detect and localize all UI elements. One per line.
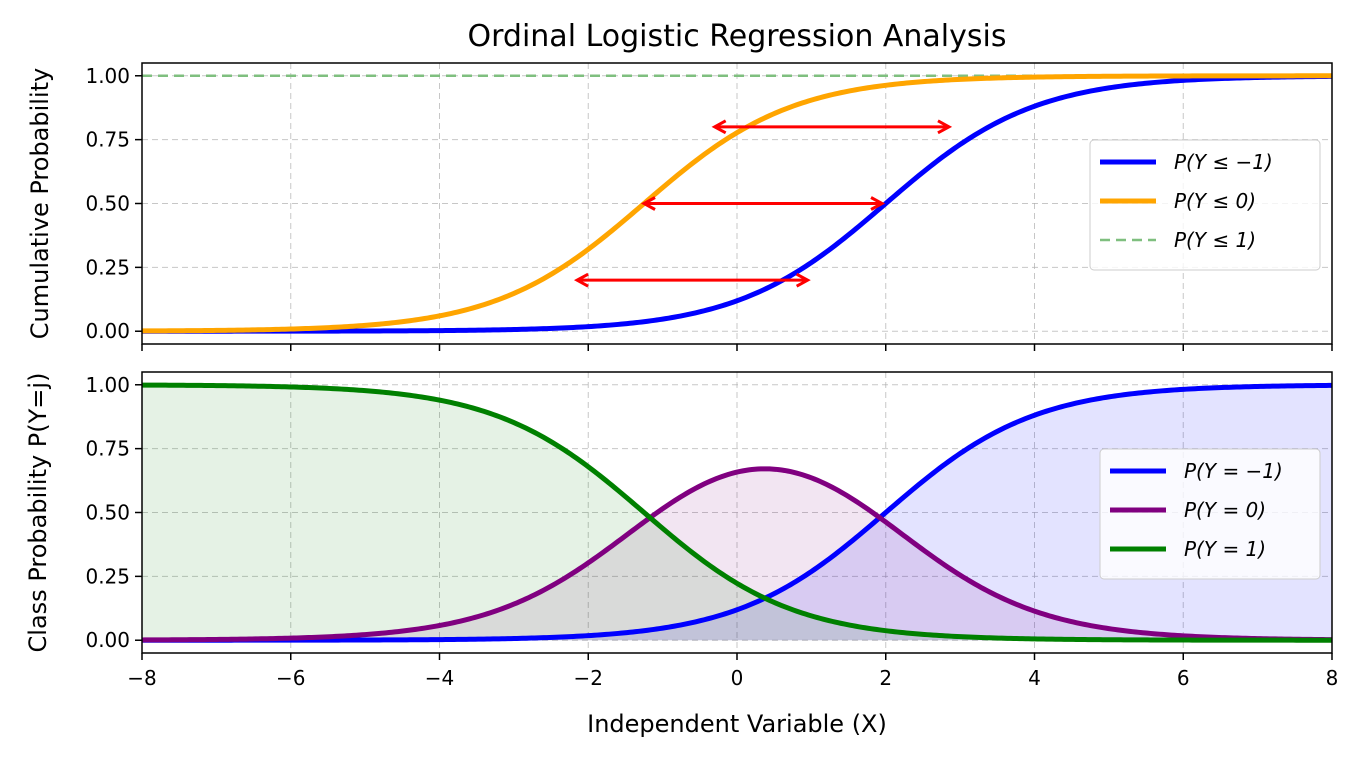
annotation-arrow-0 [573, 272, 811, 288]
legend-label-2: P(Y = 1) [1184, 537, 1266, 561]
y-tick-label: 0.50 [85, 501, 130, 525]
y-tick-label: 1.00 [85, 373, 130, 397]
x-tick-label: −2 [574, 666, 603, 690]
x-tick-label: 6 [1177, 666, 1190, 690]
top-panel: 0.00 0.25 0.50 0.75 1.00 Cumulative Probabil… [26, 62, 1333, 351]
top-legend: P(Y ≤ −1) P(Y ≤ 0) P(Y ≤ 1) [1089, 139, 1321, 271]
y-tick-label: 0.25 [85, 255, 130, 279]
chart-title: Ordinal Logistic Regression Analysis [468, 19, 1007, 54]
x-tick-label: 0 [731, 666, 744, 690]
x-tick-label: 8 [1326, 666, 1339, 690]
y-tick-label: 0.50 [85, 192, 130, 216]
bottom-panel: −8 −6 −4 −2 0 2 4 6 8 0.00 0.25 0.50 0.75 1.00 Class … [24, 371, 1339, 738]
series-fill-2 [142, 385, 1332, 641]
y-tick-label: 1.00 [85, 64, 130, 88]
legend-label-0: P(Y ≤ −1) [1174, 150, 1273, 174]
series-line-0 [142, 382, 1332, 643]
legend-label-1: P(Y = 0) [1184, 498, 1266, 522]
legend-box [1089, 139, 1321, 271]
bottom-y-axis-label: Class Probability P(Y=j) [24, 373, 52, 653]
series-line-1 [142, 466, 1332, 643]
series-line-2 [142, 382, 1332, 643]
y-tick-label: 0.75 [85, 128, 130, 152]
y-tick-label: 0.00 [85, 628, 130, 652]
bottom-legend: P(Y = −1) P(Y = 0) P(Y = 1) [1099, 448, 1321, 580]
y-tick-label: 0.75 [85, 437, 130, 461]
x-tick-label: −6 [276, 666, 305, 690]
legend-label-0: P(Y = −1) [1184, 459, 1283, 483]
legend-label-2: P(Y ≤ 1) [1174, 228, 1256, 252]
x-tick-label: 2 [879, 666, 892, 690]
annotation-arrow-2 [711, 119, 953, 135]
y-tick-label: 0.25 [85, 564, 130, 588]
series-fill-1 [142, 468, 1332, 641]
series-line-0 [142, 73, 1332, 334]
series-line-1 [142, 73, 1332, 334]
annotation-arrow-1 [640, 196, 886, 211]
x-axis-label: Independent Variable (X) [587, 710, 887, 738]
legend-label-1: P(Y ≤ 0) [1174, 189, 1256, 213]
series-fill-0 [142, 385, 1332, 641]
x-tick-label: −4 [425, 666, 454, 690]
top-y-axis-label: Cumulative Probability [26, 68, 54, 339]
y-tick-label: 0.00 [85, 319, 130, 343]
x-tick-label: −8 [127, 666, 156, 690]
x-tick-label: 4 [1028, 666, 1041, 690]
